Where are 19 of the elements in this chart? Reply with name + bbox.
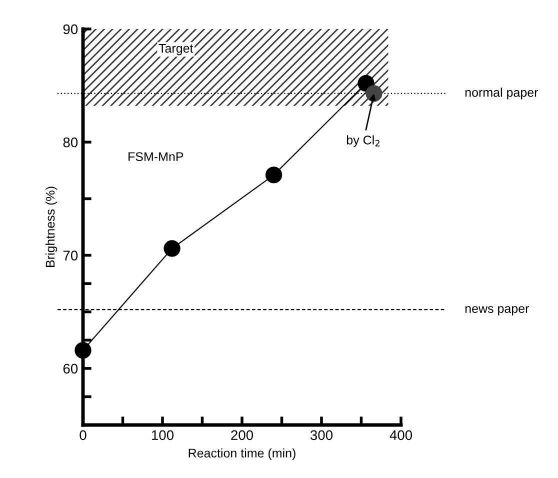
x-tick-label: 300 bbox=[310, 430, 333, 440]
point bbox=[74, 342, 92, 359]
x-tick-label: 0 bbox=[80, 430, 86, 440]
ref-line-label: news paper bbox=[465, 306, 530, 316]
y-tick-label: 80 bbox=[63, 137, 78, 148]
x-tick-label: 100 bbox=[152, 430, 174, 440]
y-tick-label: 60 bbox=[63, 364, 78, 374]
point bbox=[164, 240, 180, 257]
y-axis-title: Brightness (%) bbox=[45, 186, 58, 267]
point bbox=[265, 166, 282, 184]
y-tick-label: 70 bbox=[63, 250, 78, 260]
x-tick-label: 200 bbox=[231, 430, 254, 440]
annotation: by Cl$_{2}$ bbox=[346, 135, 380, 147]
annotation: FSM-MnP bbox=[128, 152, 184, 162]
ref-line-label: normal paper bbox=[465, 88, 538, 100]
x-tick-label: 400 bbox=[390, 430, 412, 440]
x-axis-title: Reaction time (min) bbox=[188, 448, 296, 460]
y-tick-label: 90 bbox=[63, 24, 78, 34]
band-label: Target bbox=[158, 44, 194, 56]
